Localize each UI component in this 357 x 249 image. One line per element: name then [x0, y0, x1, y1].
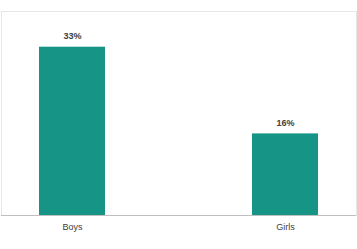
svg-text:Girls: Girls [276, 222, 295, 232]
svg-text:16%: 16% [276, 118, 294, 128]
svg-text:33%: 33% [63, 31, 81, 41]
svg-text:Boys: Boys [62, 222, 83, 232]
